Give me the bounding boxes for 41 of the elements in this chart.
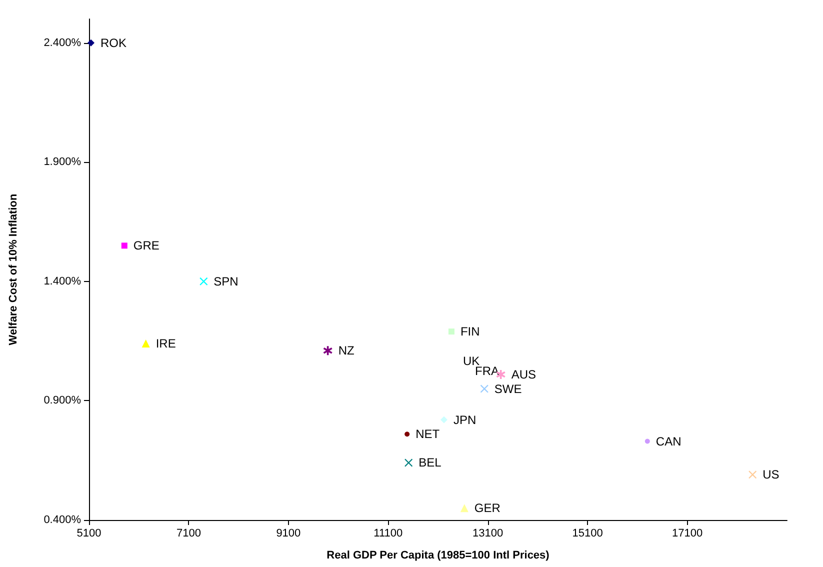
point <box>404 458 413 467</box>
series-label: FIN <box>460 324 480 339</box>
y-tick-label: 0.400% <box>44 514 82 526</box>
x-tick-label: 11100 <box>374 528 403 540</box>
series-label: BEL <box>418 456 442 470</box>
y-tick-label: 0.900% <box>44 394 82 407</box>
series-label: US <box>762 468 780 482</box>
point <box>87 39 94 46</box>
x-tick-label: 15100 <box>572 528 603 540</box>
y-tick-label: 1.400% <box>44 275 82 288</box>
series-label: AUS <box>511 367 536 382</box>
point <box>323 346 332 356</box>
point <box>480 384 488 393</box>
point <box>121 242 128 249</box>
point <box>142 339 150 348</box>
series-label: IRE <box>156 336 176 350</box>
point <box>404 432 410 437</box>
x-axis-title: Real GDP Per Capita (1985=100 Intl Prices) <box>326 550 550 562</box>
point <box>460 504 468 512</box>
series-label: SPN <box>214 274 238 288</box>
series-label: CAN <box>656 434 682 448</box>
point <box>200 277 208 286</box>
point <box>448 328 454 335</box>
series-label: GRE <box>133 238 160 253</box>
y-tick-label: 1.900% <box>44 156 82 168</box>
series-label: JPN <box>453 412 476 427</box>
series-label: SWE <box>494 382 522 396</box>
series-label: GER <box>474 501 501 516</box>
series-label: NET <box>416 427 440 442</box>
x-tick-label: 13100 <box>472 528 504 540</box>
y-axis-title: Welfare Cost of 10% Inflation <box>8 194 20 346</box>
point <box>644 438 650 444</box>
series-label: NZ <box>338 344 354 358</box>
y-tick-label: 2.400% <box>44 36 82 49</box>
point <box>440 416 448 424</box>
x-tick-label: 9100 <box>276 528 301 540</box>
point <box>748 470 757 479</box>
x-tick-label: 17100 <box>672 528 703 540</box>
series-label: ROK <box>100 36 127 50</box>
x-tick-label: 7100 <box>176 528 201 540</box>
x-tick-label: 5100 <box>76 528 102 540</box>
